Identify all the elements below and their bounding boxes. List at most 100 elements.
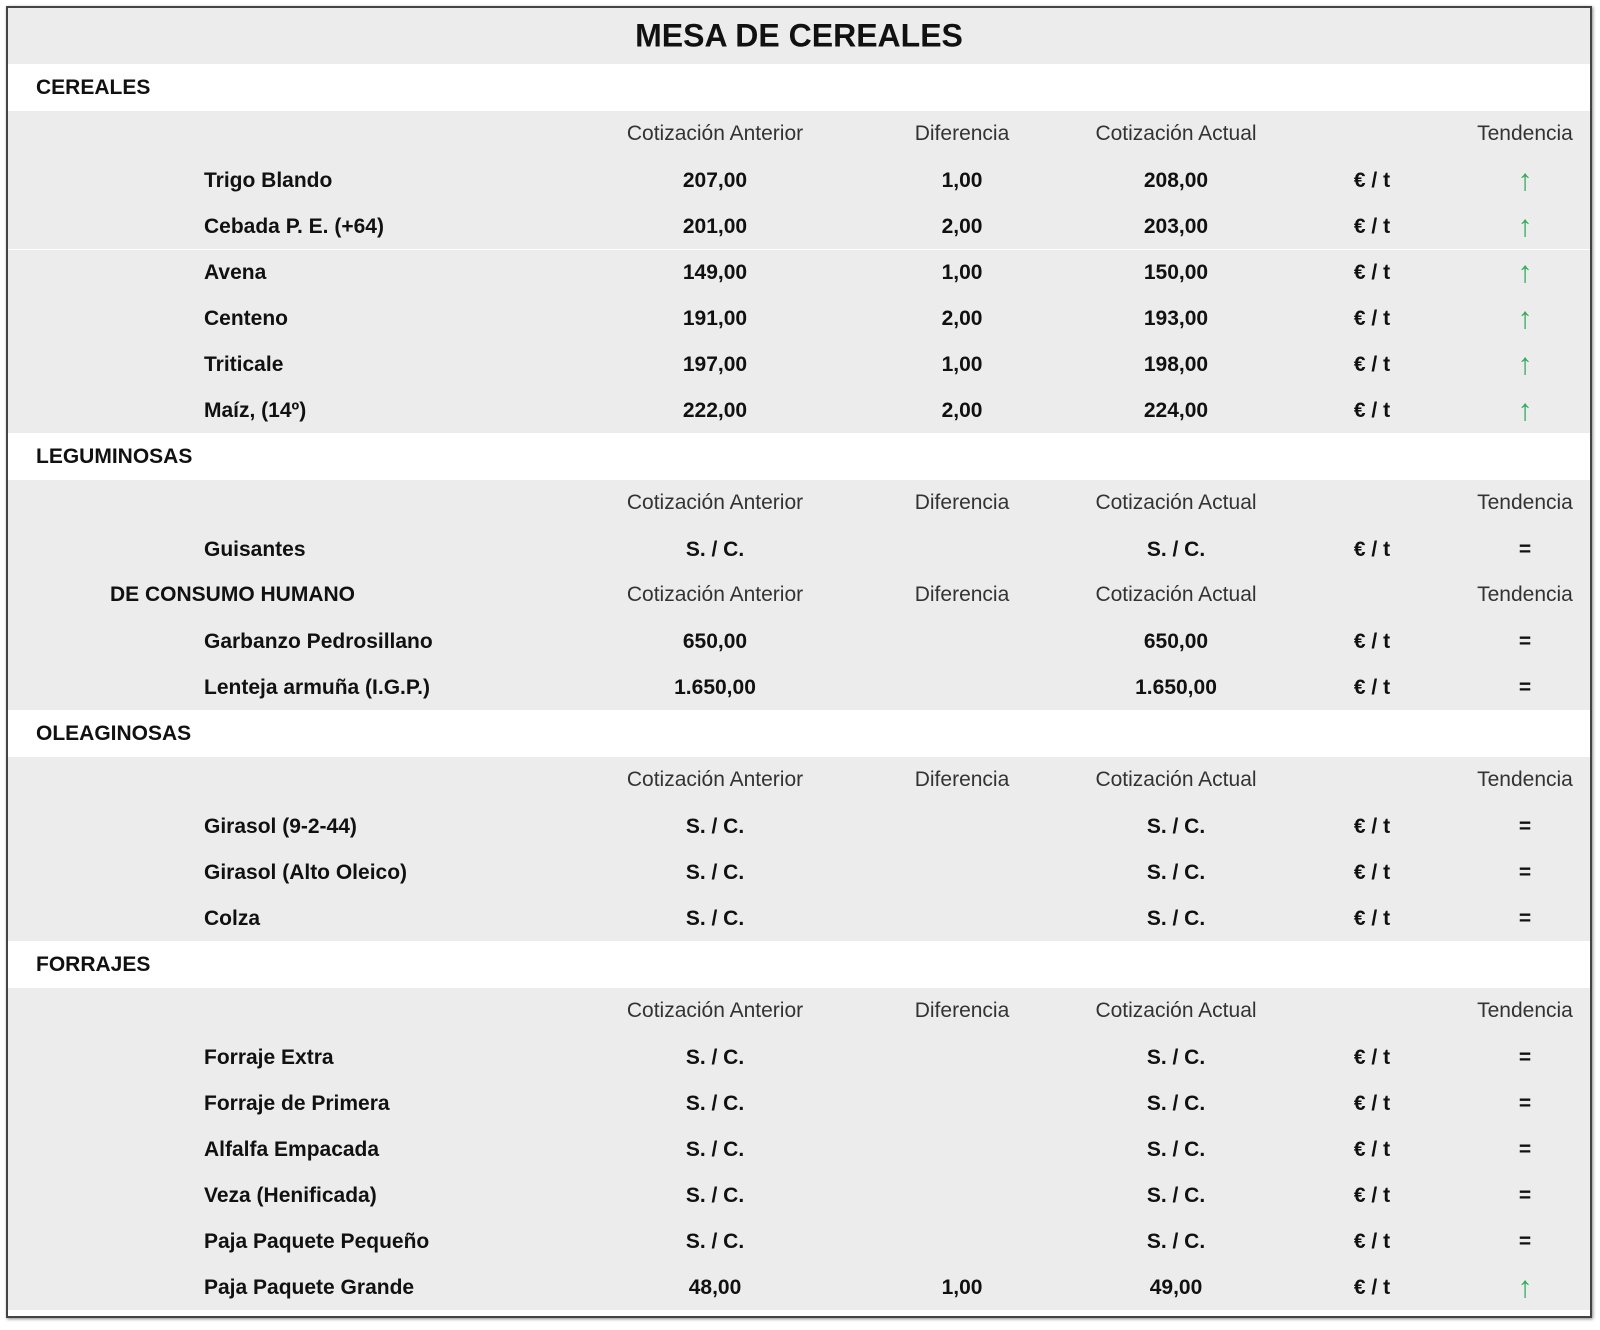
cell-unit: € / t <box>1353 168 1391 192</box>
data-row: Veza (Henificada) S. / C. S. / C. € / t = <box>8 1172 1590 1218</box>
cell-prev: 1.650,00 <box>674 675 756 699</box>
column-header: Cotización Actual <box>1095 583 1257 606</box>
cell-diff: 1,00 <box>941 1275 983 1299</box>
cell-prev: S. / C. <box>685 1183 745 1207</box>
cell-curr: S. / C. <box>1146 1045 1206 1069</box>
column-header: Tendencia <box>1477 999 1573 1022</box>
trend: = <box>1518 906 1532 930</box>
cell-unit: € / t <box>1353 906 1391 930</box>
data-row: Cebada P. E. (+64) 201,00 2,00 203,00 € / t ↑ <box>8 203 1590 249</box>
cell-curr: S. / C. <box>1146 1229 1206 1253</box>
cell-prev: 48,00 <box>688 1275 742 1299</box>
column-header: Tendencia <box>1477 583 1573 606</box>
column-header: Cotización Actual <box>1095 491 1257 514</box>
product-name: Lenteja armuña (I.G.P.) <box>204 675 431 699</box>
product-name: Girasol (9-2-44) <box>204 814 357 838</box>
trend: = <box>1518 537 1532 561</box>
column-header: Tendencia <box>1477 491 1573 514</box>
product-name: Centeno <box>204 306 288 330</box>
cell-curr: 193,00 <box>1143 306 1209 330</box>
cell-prev: S. / C. <box>685 860 745 884</box>
product-name: Colza <box>204 906 261 930</box>
data-row: Girasol (Alto Oleico) S. / C. S. / C. € / t… <box>8 849 1590 895</box>
column-header-row: Cotización Anterior Diferencia Cotización … <box>8 111 1590 157</box>
column-header: Diferencia <box>914 768 1010 791</box>
product-name: Avena <box>204 260 267 284</box>
cell-unit: € / t <box>1353 537 1391 561</box>
data-row: Avena 149,00 1,00 150,00 € / t ↑ <box>8 249 1590 295</box>
trend: ↑ <box>1517 1270 1533 1304</box>
section-header: FORRAJES <box>8 941 1590 988</box>
column-header: Cotización Actual <box>1095 122 1257 145</box>
cell-curr: S. / C. <box>1146 1091 1206 1115</box>
cell-unit: € / t <box>1353 398 1391 422</box>
cell-diff: 2,00 <box>941 214 983 238</box>
cell-curr: S. / C. <box>1146 814 1206 838</box>
product-name: Maíz, (14º) <box>204 398 307 422</box>
column-header: Diferencia <box>914 122 1010 145</box>
cell-unit: € / t <box>1353 1045 1391 1069</box>
column-header-row: Cotización Anterior Diferencia Cotización … <box>8 480 1590 526</box>
column-header: Cotización Actual <box>1095 999 1257 1022</box>
cell-unit: € / t <box>1353 1091 1391 1115</box>
data-row: Lenteja armuña (I.G.P.) 1.650,00 1.650,00 €… <box>8 664 1590 710</box>
data-row: Triticale 197,00 1,00 198,00 € / t ↑ <box>8 341 1590 387</box>
column-header-row: Cotización Anterior Diferencia Cotización … <box>8 988 1590 1034</box>
cell-unit: € / t <box>1353 1275 1391 1299</box>
section-header: OLEAGINOSAS <box>8 710 1590 757</box>
cell-prev: S. / C. <box>685 1091 745 1115</box>
product-name: Girasol (Alto Oleico) <box>204 860 408 884</box>
trend: ↑ <box>1517 163 1533 197</box>
cell-prev: 222,00 <box>682 398 748 422</box>
cell-prev: 191,00 <box>682 306 748 330</box>
product-name: Guisantes <box>204 537 306 561</box>
cell-curr: S. / C. <box>1146 1183 1206 1207</box>
cell-prev: S. / C. <box>685 1229 745 1253</box>
cell-prev: S. / C. <box>685 814 745 838</box>
cell-curr: S. / C. <box>1146 1137 1206 1161</box>
section-name: CEREALES <box>36 75 151 99</box>
column-header: Cotización Anterior <box>626 583 804 606</box>
column-header: Cotización Actual <box>1095 768 1257 791</box>
cell-curr: 198,00 <box>1143 352 1209 376</box>
column-header-row: DE CONSUMO HUMANO Cotización Anterior Dife… <box>8 572 1590 618</box>
data-row: Paja Paquete Grande 48,00 1,00 49,00 € / t ↑ <box>8 1264 1590 1310</box>
column-header: Tendencia <box>1477 122 1573 145</box>
cell-curr: 203,00 <box>1143 214 1209 238</box>
trend: = <box>1518 629 1532 653</box>
section-name: OLEAGINOSAS <box>36 721 192 745</box>
cell-diff: 1,00 <box>941 168 983 192</box>
column-header: Diferencia <box>914 583 1010 606</box>
product-name: Garbanzo Pedrosillano <box>204 629 433 653</box>
product-name: Paja Paquete Pequeño <box>204 1229 430 1253</box>
product-name: Triticale <box>204 352 284 376</box>
cell-curr: 224,00 <box>1143 398 1209 422</box>
cell-prev: 197,00 <box>682 352 748 376</box>
cell-prev: S. / C. <box>685 1045 745 1069</box>
data-row: Maíz, (14º) 222,00 2,00 224,00 € / t ↑ <box>8 387 1590 433</box>
data-row: Girasol (9-2-44) S. / C. S. / C. € / t = <box>8 803 1590 849</box>
trend: = <box>1518 1137 1532 1161</box>
cell-unit: € / t <box>1353 675 1391 699</box>
product-name: Forraje de Primera <box>204 1091 390 1115</box>
cell-prev: S. / C. <box>685 906 745 930</box>
product-name: Trigo Blando <box>204 168 333 192</box>
cell-unit: € / t <box>1353 1229 1391 1253</box>
trend: = <box>1518 814 1532 838</box>
data-row: Centeno 191,00 2,00 193,00 € / t ↑ <box>8 295 1590 341</box>
trend: ↑ <box>1517 209 1533 243</box>
table-title: MESA DE CEREALES <box>635 17 963 54</box>
data-row: Garbanzo Pedrosillano 650,00 650,00 € / t = <box>8 618 1590 664</box>
cell-prev: 149,00 <box>682 260 748 284</box>
cell-curr: 49,00 <box>1149 1275 1203 1299</box>
data-row: Colza S. / C. S. / C. € / t = <box>8 895 1590 941</box>
cell-unit: € / t <box>1353 1183 1391 1207</box>
trend: = <box>1518 1045 1532 1069</box>
product-name: Alfalfa Empacada <box>204 1137 380 1161</box>
data-row: Alfalfa Empacada S. / C. S. / C. € / t = <box>8 1126 1590 1172</box>
cell-unit: € / t <box>1353 306 1391 330</box>
price-table: MESA DE CEREALES CEREALES Cotización Anter… <box>6 6 1592 1318</box>
cell-curr: S. / C. <box>1146 906 1206 930</box>
cell-unit: € / t <box>1353 860 1391 884</box>
column-header: Cotización Anterior <box>626 768 804 791</box>
